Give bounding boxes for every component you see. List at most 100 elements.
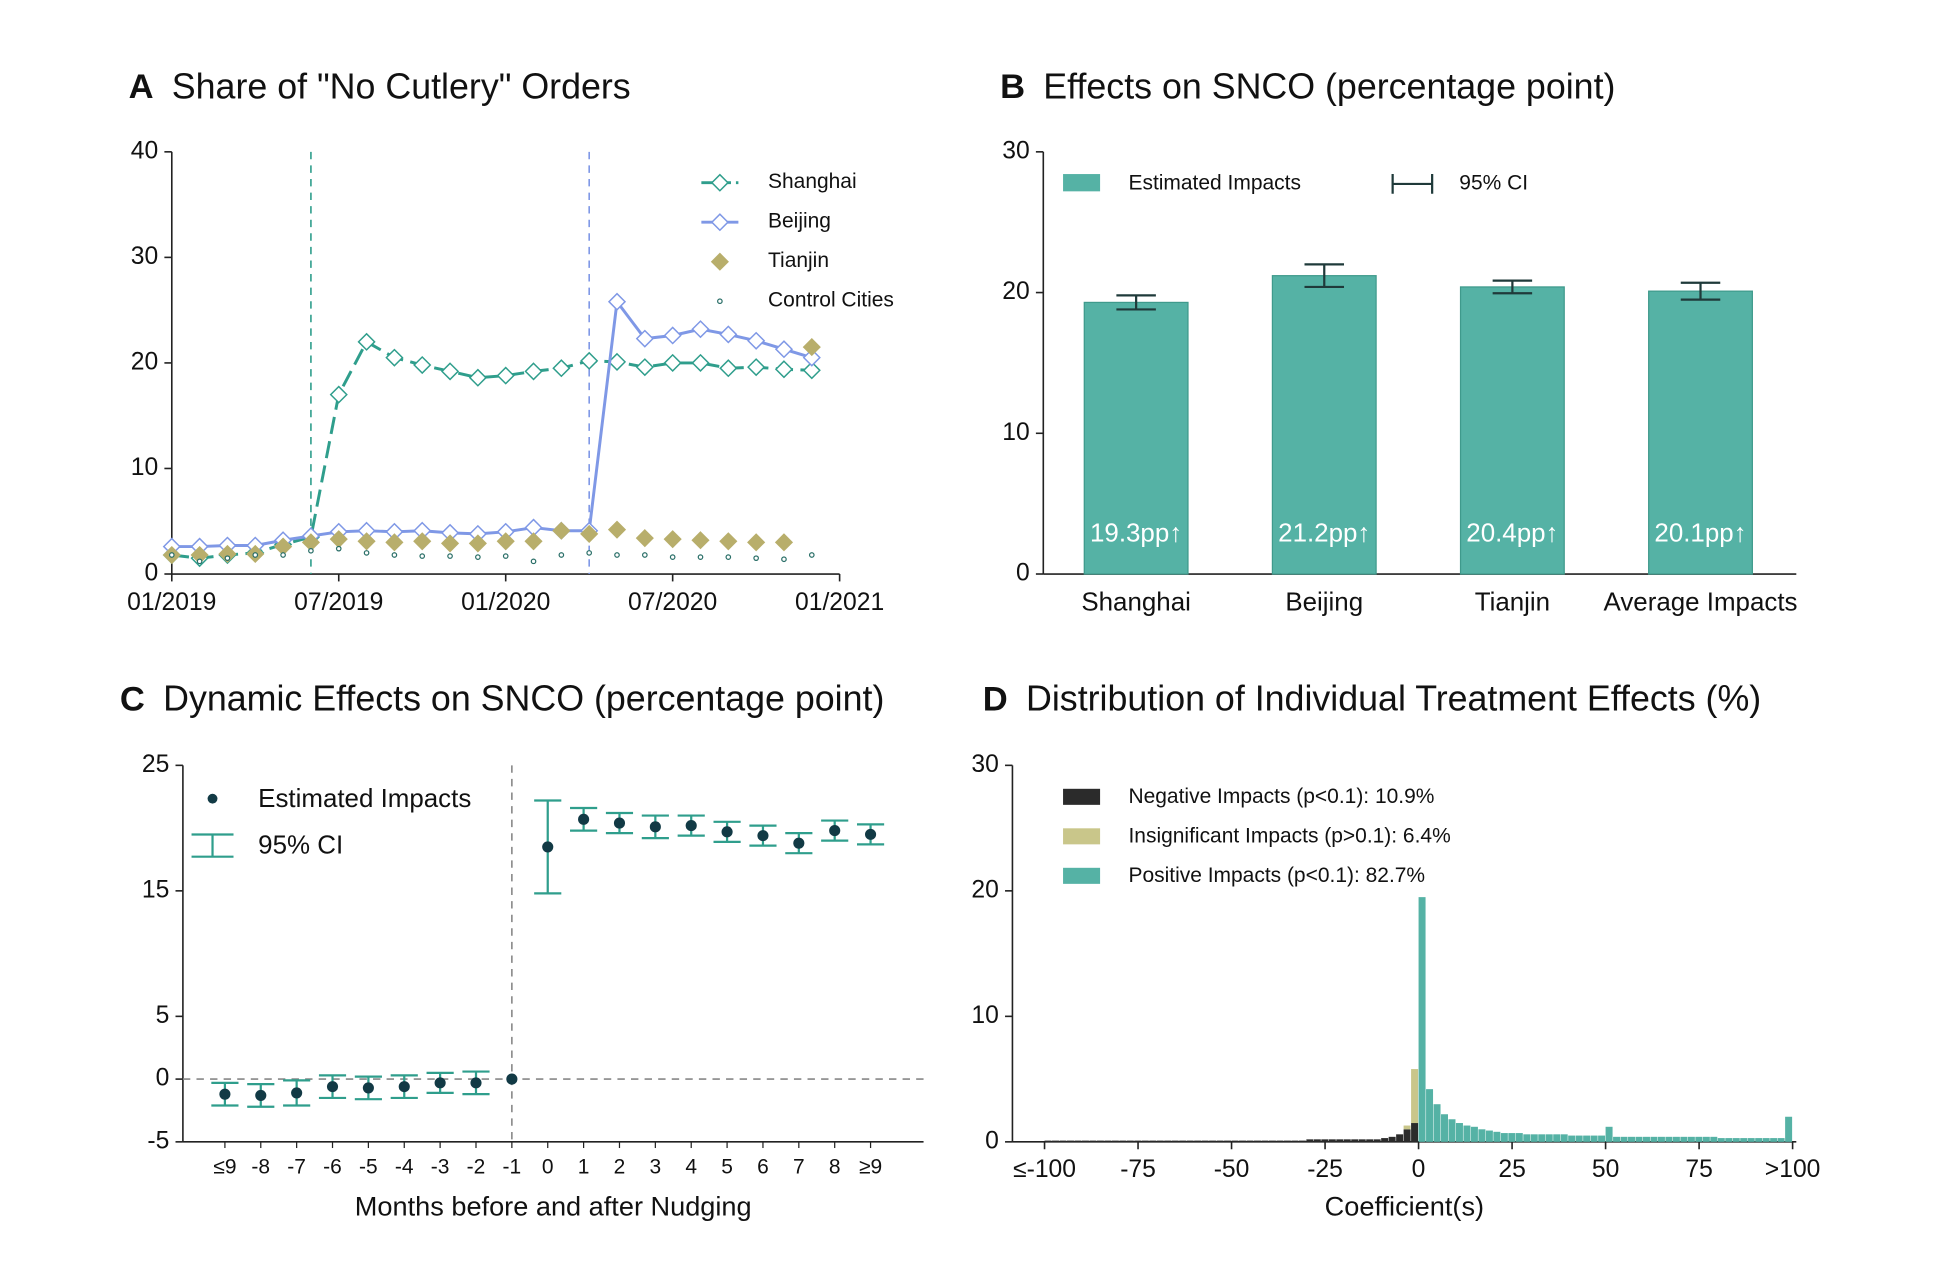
histogram-bar xyxy=(1209,1140,1217,1142)
histogram-bar xyxy=(1253,1140,1261,1142)
histogram-bar xyxy=(1710,1136,1718,1142)
histogram-bar xyxy=(1747,1138,1755,1142)
histogram-bar xyxy=(1613,1136,1621,1142)
x-tick-label: -8 xyxy=(251,1155,270,1178)
histogram-bar xyxy=(1283,1140,1291,1142)
legend-swatch xyxy=(1063,828,1101,845)
marker xyxy=(719,532,738,551)
series-line xyxy=(171,339,812,560)
legend-swatch xyxy=(1063,867,1101,884)
x-tick-label: -5 xyxy=(359,1155,378,1178)
marker xyxy=(753,555,759,562)
histogram-bar xyxy=(1590,1135,1598,1142)
histogram-bar xyxy=(1111,1140,1119,1142)
marker xyxy=(196,558,203,565)
legend-marker xyxy=(207,793,218,804)
marker xyxy=(802,348,821,367)
bar xyxy=(1648,290,1753,575)
marker xyxy=(607,352,627,371)
x-tick-label: >100 xyxy=(1765,1156,1821,1183)
x-axis-label: Coefficient(s) xyxy=(1325,1191,1484,1222)
x-tick-label: -50 xyxy=(1214,1156,1250,1183)
marker xyxy=(496,366,515,385)
marker xyxy=(335,545,342,552)
y-tick-label: 0 xyxy=(156,1065,170,1092)
point xyxy=(757,830,769,842)
histogram-bar xyxy=(1455,1123,1463,1142)
panel-letter: D xyxy=(983,680,1008,718)
chart-title: Effects on SNCO (percentage point) xyxy=(1043,66,1615,106)
marker xyxy=(218,544,237,564)
error-bar xyxy=(1304,263,1345,289)
marker xyxy=(691,353,710,372)
marker xyxy=(357,332,376,351)
series-line xyxy=(171,297,813,549)
point xyxy=(326,1081,339,1093)
marker xyxy=(808,552,815,558)
x-tick-label: -25 xyxy=(1307,1156,1343,1183)
histogram-bar xyxy=(1306,1139,1314,1142)
x-tick-label: 4 xyxy=(685,1155,697,1178)
x-tick-label: Average Impacts xyxy=(1604,588,1798,616)
legend-label: Estimated Impacts xyxy=(1128,171,1300,194)
chart-title: Share of "No Cutlery" Orders xyxy=(172,66,631,106)
x-tick-label: 0 xyxy=(1412,1156,1426,1183)
y-tick-label: 0 xyxy=(1016,560,1030,587)
histogram-bar xyxy=(1441,1114,1448,1142)
marker xyxy=(747,331,766,350)
x-tick-label: 2 xyxy=(614,1155,626,1178)
marker xyxy=(447,553,453,559)
legend-swatch xyxy=(1063,174,1101,192)
histogram-bar xyxy=(1186,1140,1194,1142)
x-tick-label: Tianjin xyxy=(1475,588,1550,616)
marker xyxy=(558,552,565,558)
histogram-bar xyxy=(1620,1136,1628,1142)
histogram-bar xyxy=(1381,1138,1389,1142)
value-label: 20.4pp↑ xyxy=(1466,519,1558,547)
marker xyxy=(669,554,676,560)
legend-swatch xyxy=(1063,788,1101,805)
x-tick-label: ≤-100 xyxy=(1013,1156,1076,1183)
histogram-bar xyxy=(1515,1133,1523,1142)
histogram-bar xyxy=(1426,1089,1434,1142)
histogram-bar xyxy=(1388,1136,1396,1142)
histogram-bar xyxy=(1403,1129,1411,1142)
histogram-bar xyxy=(1770,1138,1778,1142)
histogram-bar xyxy=(1261,1140,1269,1142)
histogram-bar xyxy=(1119,1140,1127,1142)
x-tick-label: 1 xyxy=(578,1155,590,1178)
histogram-bar xyxy=(1403,1125,1411,1130)
x-tick-label: -4 xyxy=(395,1155,414,1178)
histogram-bar xyxy=(1194,1140,1202,1142)
histogram-bar xyxy=(1530,1134,1538,1142)
marker xyxy=(802,361,821,380)
marker xyxy=(774,360,794,379)
x-tick-label: 25 xyxy=(1498,1156,1525,1183)
histogram-bar xyxy=(1216,1140,1224,1142)
y-tick-label: 20 xyxy=(971,876,998,903)
x-tick-label: 01/2020 xyxy=(461,589,550,616)
histogram-bar xyxy=(1231,1140,1239,1142)
histogram-bar xyxy=(1463,1125,1471,1142)
marker xyxy=(524,362,543,381)
legend-marker xyxy=(710,173,729,192)
histogram-bar xyxy=(1680,1136,1688,1142)
marker xyxy=(440,362,460,381)
histogram-bar xyxy=(1089,1140,1097,1142)
histogram-bar xyxy=(1373,1139,1381,1142)
histogram-bar xyxy=(1448,1119,1456,1142)
marker xyxy=(725,554,732,560)
marker xyxy=(635,529,654,548)
point xyxy=(613,817,626,829)
point xyxy=(470,1077,482,1089)
chart-title: Dynamic Effects on SNCO (percentage poin… xyxy=(163,679,884,719)
marker xyxy=(580,351,599,370)
histogram-bar xyxy=(1725,1138,1733,1142)
histogram-bar xyxy=(1149,1140,1157,1142)
histogram-bar xyxy=(1493,1131,1501,1142)
legend-label: Shanghai xyxy=(768,170,857,193)
marker xyxy=(802,338,821,357)
marker xyxy=(552,359,571,378)
marker xyxy=(580,524,599,543)
histogram-bar xyxy=(1545,1134,1553,1142)
